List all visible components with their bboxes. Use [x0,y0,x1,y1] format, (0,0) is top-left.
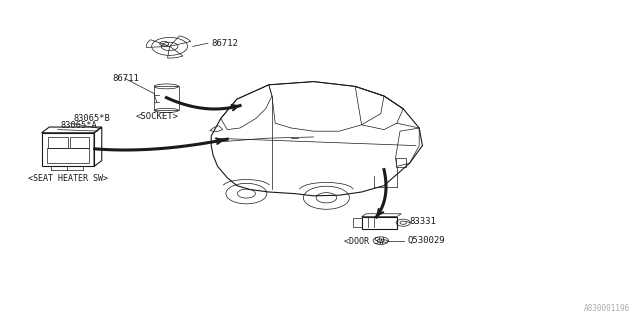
Bar [154,86,179,110]
Text: A830001196: A830001196 [584,304,630,313]
Bar [48,137,68,148]
Bar [42,133,94,166]
Text: <SEAT HEATER SW>: <SEAT HEATER SW> [28,174,108,183]
Bar [70,137,89,148]
Text: 86711: 86711 [112,74,139,83]
Text: <SOCKET>: <SOCKET> [135,112,179,121]
Bar [47,148,89,163]
Text: Q530029: Q530029 [408,236,445,245]
Bar [353,218,362,227]
Text: 83065*B: 83065*B [74,114,110,123]
Bar [362,217,397,229]
Text: 83331: 83331 [410,217,436,226]
Text: 86712: 86712 [211,39,238,48]
Text: 83065*A: 83065*A [61,121,97,130]
Text: <DOOR SW>: <DOOR SW> [344,237,389,246]
Bar [396,158,406,167]
